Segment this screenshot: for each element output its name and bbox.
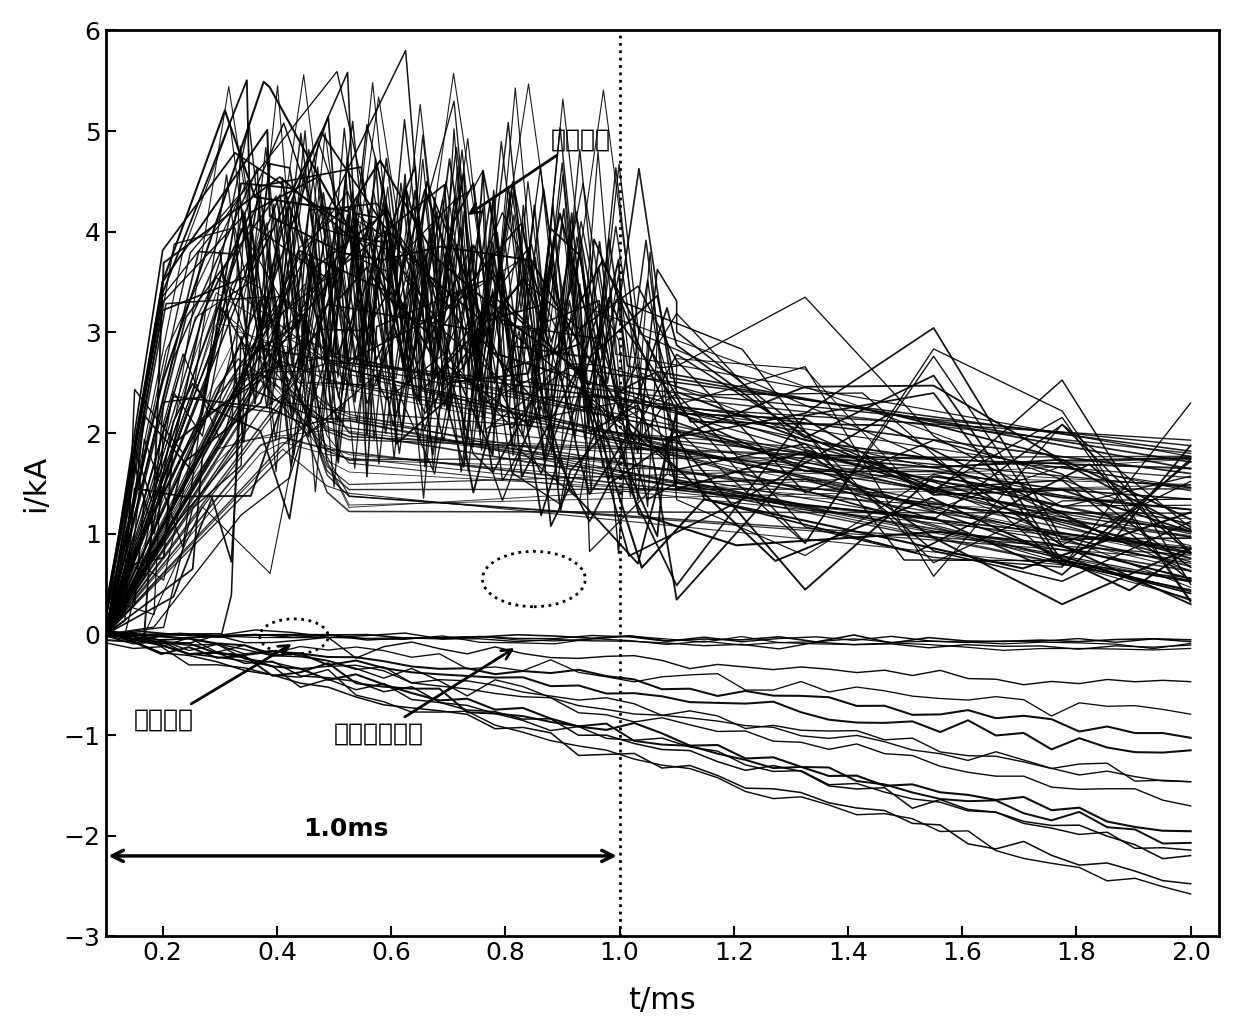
Y-axis label: i/kA: i/kA — [21, 455, 50, 512]
Text: 反向故障: 反向故障 — [134, 645, 289, 732]
X-axis label: t/ms: t/ms — [629, 986, 696, 1015]
Text: 1.0ms: 1.0ms — [303, 816, 388, 841]
Text: 正向区外故障: 正向区外故障 — [334, 650, 512, 745]
Text: 线路故障: 线路故障 — [470, 127, 611, 213]
